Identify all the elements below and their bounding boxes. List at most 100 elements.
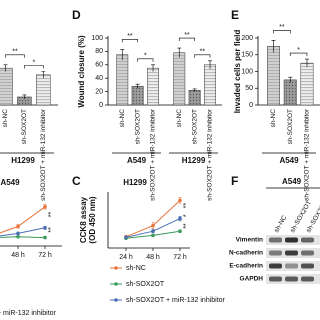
error-bar bbox=[192, 88, 197, 92]
blot-strip bbox=[266, 261, 320, 271]
bar bbox=[147, 67, 159, 106]
panel-label: C bbox=[72, 174, 81, 188]
blot-band bbox=[301, 263, 314, 269]
significance-label: ** bbox=[183, 223, 190, 229]
significance-label: ** bbox=[127, 33, 133, 40]
x-tick-label: sh-NC bbox=[270, 109, 277, 128]
y-tick-label: 80 bbox=[95, 48, 103, 55]
data-point bbox=[43, 205, 47, 209]
series-line bbox=[0, 227, 46, 237]
significance-label: ** bbox=[279, 24, 285, 31]
lane-label: sh-NC bbox=[273, 214, 288, 234]
y-tick-label: 100 bbox=[241, 68, 253, 75]
blot-band bbox=[269, 250, 282, 256]
significance-bracket bbox=[24, 65, 44, 69]
significance-bracket bbox=[137, 58, 154, 62]
legend-label: sh-SOX2OT bbox=[126, 281, 165, 288]
y-axis-label: CCK8 assay bbox=[79, 196, 88, 243]
data-point bbox=[178, 198, 182, 203]
x-tick-label: sh-SOX2OT bbox=[191, 109, 198, 144]
blot-band bbox=[285, 276, 298, 282]
y-tick-label: 0 bbox=[99, 102, 103, 109]
significance-bracket bbox=[178, 37, 195, 42]
significance-label: ** bbox=[48, 227, 55, 233]
significance-label: ** bbox=[48, 212, 55, 218]
x-tick-label: sh-SOX2OT bbox=[134, 109, 141, 144]
y-tick-label: 100 bbox=[91, 35, 103, 42]
bar bbox=[204, 64, 216, 106]
x-tick-label: sh-SOX2OT + miR-132 inhibitor bbox=[40, 108, 47, 201]
y-tick-label: 60 bbox=[95, 62, 103, 69]
significance-bracket bbox=[121, 39, 138, 43]
data-point bbox=[16, 231, 20, 236]
y-tick-label: 150 bbox=[241, 52, 253, 59]
y-axis-label: Wound closure (%) bbox=[77, 35, 86, 108]
group-label: A549 bbox=[127, 156, 147, 165]
series-line bbox=[0, 236, 46, 239]
x-tick-label: sh-SOX2OT + miR-132 inhibitor bbox=[207, 108, 214, 201]
blot-band bbox=[285, 263, 298, 269]
bar bbox=[300, 62, 314, 106]
blot-band bbox=[269, 276, 282, 282]
error-bar bbox=[177, 47, 182, 58]
data-point bbox=[43, 226, 47, 230]
significance-bracket bbox=[194, 54, 211, 58]
legend-marker bbox=[114, 282, 118, 286]
data-point bbox=[16, 234, 20, 239]
bar bbox=[173, 52, 186, 106]
y-axis-label: Invaded cells per field bbox=[233, 30, 242, 114]
protein-label: Vimentin bbox=[236, 237, 263, 244]
bar bbox=[36, 74, 51, 106]
blot-band bbox=[269, 263, 282, 269]
bar bbox=[0, 67, 13, 106]
x-tick-label: 24 h bbox=[119, 254, 133, 261]
x-tick-label: 48 h bbox=[11, 252, 25, 259]
panel-label: D bbox=[72, 8, 81, 22]
error-bar bbox=[151, 64, 156, 72]
blot-band bbox=[285, 237, 298, 243]
significance-label: * bbox=[297, 47, 300, 54]
legend-label: sh-SOX2OT + miR-132 inhibitor bbox=[126, 297, 226, 304]
chart-title: A549 bbox=[0, 178, 20, 187]
x-tick-label: sh-NC bbox=[176, 109, 183, 128]
significance-label: * bbox=[144, 53, 147, 60]
significance-label: ** bbox=[183, 203, 190, 209]
blot-band bbox=[301, 237, 314, 243]
data-point bbox=[151, 229, 155, 233]
bar bbox=[188, 90, 201, 106]
x-tick-label: sh-SOX2OT bbox=[287, 109, 294, 144]
x-tick-label: 72 h bbox=[173, 254, 187, 261]
bar bbox=[116, 54, 129, 106]
error-bar bbox=[304, 58, 309, 68]
significance-bracket bbox=[5, 54, 25, 58]
significance-label: ** bbox=[200, 49, 206, 56]
legend-marker bbox=[114, 298, 118, 302]
y-tick-label: 0 bbox=[249, 102, 253, 109]
panel-label: F bbox=[231, 174, 238, 188]
y-tick-label: 20 bbox=[95, 88, 103, 95]
data-point bbox=[178, 229, 182, 233]
blot-band bbox=[301, 250, 314, 256]
protein-label: N-cadherin bbox=[229, 250, 263, 257]
error-bar bbox=[135, 83, 140, 89]
bar bbox=[267, 46, 280, 106]
panel-label: E bbox=[231, 8, 239, 22]
x-tick-label: sh-SOX2OT + miR-132 inhibitor bbox=[150, 108, 157, 201]
error-bar bbox=[41, 71, 46, 79]
y-tick-label: 40 bbox=[95, 75, 103, 82]
data-point bbox=[178, 216, 182, 221]
x-tick-label: sh-SOX2OT bbox=[21, 109, 28, 144]
y-axis-label: (OD 450 nm) bbox=[88, 196, 97, 243]
legend-marker bbox=[114, 266, 118, 270]
significance-label: ** bbox=[12, 49, 18, 56]
x-tick-label: sh-NC bbox=[2, 109, 9, 128]
error-bar bbox=[3, 64, 8, 72]
protein-label: E-cadherin bbox=[229, 263, 263, 270]
data-point bbox=[151, 233, 155, 238]
x-tick-label: sh-NC bbox=[119, 109, 126, 128]
legend-label: sh-NC bbox=[126, 265, 146, 272]
chart-title: H1299 bbox=[123, 178, 147, 187]
error-bar bbox=[22, 94, 27, 99]
error-bar bbox=[288, 76, 293, 83]
data-point bbox=[16, 224, 20, 229]
